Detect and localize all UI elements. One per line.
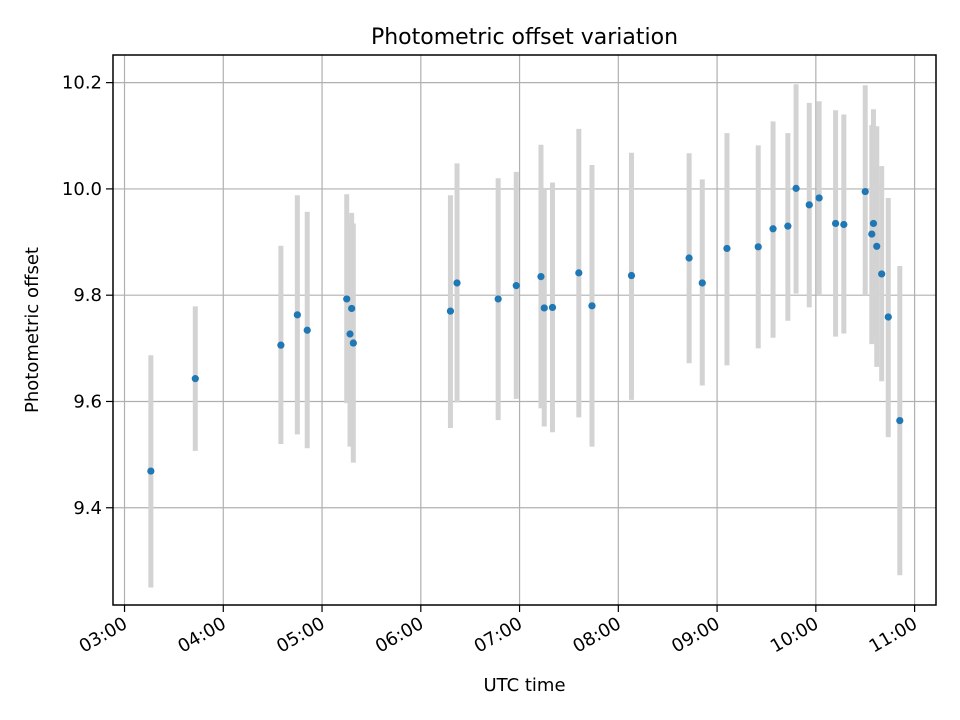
x-tick-label: 06:00 [372,613,427,657]
y-tick-label: 10.2 [62,73,102,94]
data-point [343,295,351,303]
x-axis-label: UTC time [483,675,565,696]
data-point [873,242,881,250]
x-tick-label: 03:00 [76,613,131,657]
data-point [861,187,869,196]
data-point [698,279,706,287]
data-point [548,303,557,312]
y-tick-label: 9.6 [73,391,102,412]
data-point [723,244,731,253]
data-point [346,330,354,338]
x-tick-label: 10:00 [767,613,822,657]
y-tick-label: 9.8 [73,285,102,306]
data-point [869,219,878,228]
data-point [784,222,792,230]
grid-layer [113,55,936,605]
data-point-layer [147,184,904,475]
data-point [896,417,904,425]
data-point [792,184,800,192]
error-bar-layer [148,84,903,588]
data-point [512,282,520,290]
data-point [754,243,762,251]
data-point [349,339,357,347]
plot-frame [112,54,937,606]
data-point [815,194,823,202]
data-point [831,219,840,228]
data-point [627,271,636,280]
x-tick-label: 07:00 [471,613,526,657]
chart-title: Photometric offset variation [371,25,678,50]
x-tick-label: 08:00 [569,613,624,657]
data-point [884,313,892,321]
data-point [303,326,311,334]
data-point [769,225,777,233]
data-point [277,341,285,349]
data-point [685,254,693,262]
data-point [537,272,545,281]
data-point [453,279,461,287]
data-point [348,304,356,313]
data-point [805,201,813,209]
x-tick-label: 04:00 [174,613,229,657]
data-point [588,302,596,310]
data-point [540,304,548,312]
data-point [575,269,583,277]
data-point [191,375,199,383]
tick-layer: 03:00 04:00 05:00 06:00 07:00 08:00 09:00 10:00… [62,73,921,658]
x-tick-label: 09:00 [668,613,723,657]
x-tick-label: 11:00 [866,613,921,657]
x-tick-label: 05:00 [273,613,328,657]
data-point [840,220,848,229]
data-point [446,307,455,315]
data-point [293,311,301,319]
y-tick-label: 9.4 [73,498,102,519]
data-point [878,270,886,278]
data-point [868,230,876,238]
y-tick-label: 10.0 [62,179,102,200]
y-axis-label: Photometric offset [22,247,43,413]
data-point [147,467,155,475]
data-point [494,295,502,303]
